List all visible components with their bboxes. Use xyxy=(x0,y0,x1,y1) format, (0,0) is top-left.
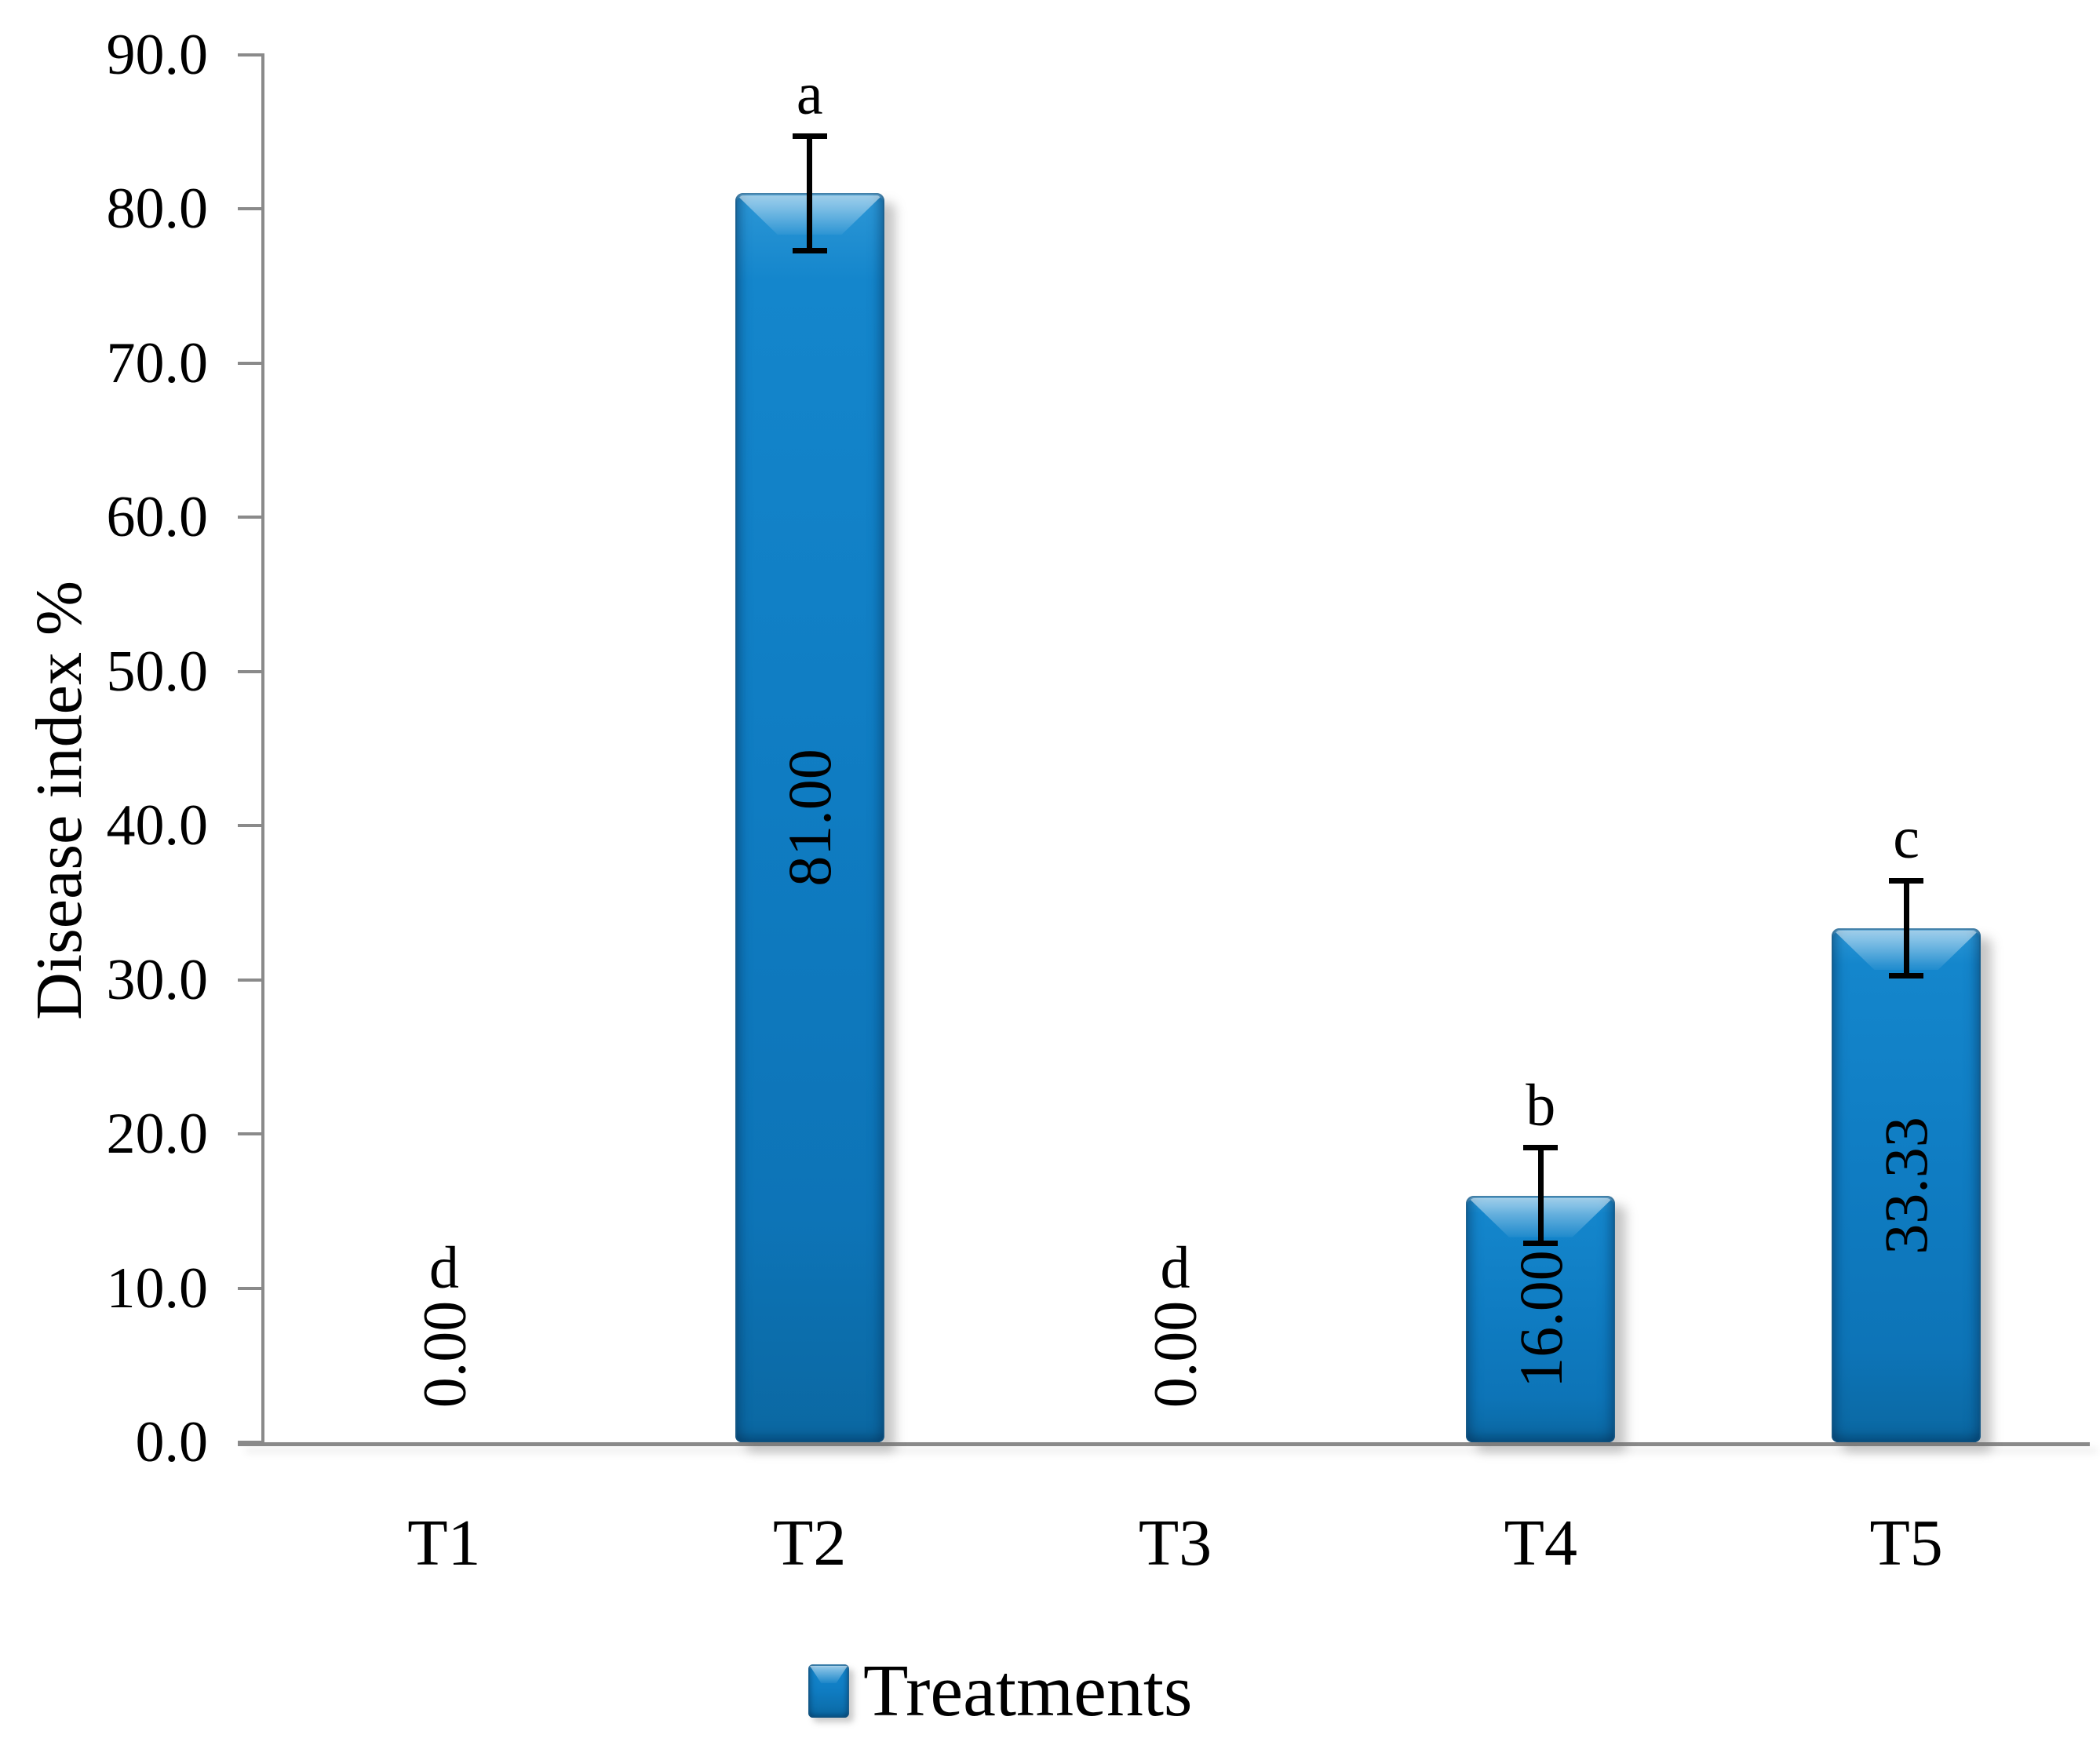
error-bar-cap-T4-bottom xyxy=(1523,1241,1559,1246)
sig-letter-T5: c xyxy=(1893,805,1920,872)
y-tick-mark-30.0 xyxy=(238,978,261,982)
legend: Treatments xyxy=(808,1654,1193,1728)
y-tick-label-80.0: 80.0 xyxy=(106,177,209,241)
legend-marker-icon xyxy=(808,1664,849,1718)
x-axis-line xyxy=(238,1442,2090,1446)
sig-letter-T2: a xyxy=(796,60,823,127)
y-tick-mark-70.0 xyxy=(238,361,261,365)
y-tick-mark-60.0 xyxy=(238,516,261,519)
y-tick-label-30.0: 30.0 xyxy=(106,947,209,1012)
error-bar-T4 xyxy=(1537,1147,1544,1244)
y-tick-mark-0.0 xyxy=(238,1441,261,1444)
error-bar-cap-T4-top xyxy=(1523,1145,1559,1151)
error-bar-cap-T2-bottom xyxy=(792,247,827,253)
error-bar-T2 xyxy=(807,136,813,251)
y-tick-label-20.0: 20.0 xyxy=(106,1102,209,1166)
y-tick-mark-20.0 xyxy=(238,1132,261,1135)
y-tick-label-10.0: 10.0 xyxy=(106,1255,209,1321)
x-axis-label-T3: T3 xyxy=(1138,1507,1212,1580)
y-tick-mark-40.0 xyxy=(238,824,261,827)
y-tick-label-90.0: 90.0 xyxy=(106,22,209,87)
y-tick-label-0.0: 0.0 xyxy=(135,1410,209,1474)
bar-T2 xyxy=(735,193,884,1442)
error-bar-T5 xyxy=(1903,880,1909,976)
sig-letter-T1: d xyxy=(428,1235,459,1301)
legend-label: Treatments xyxy=(863,1650,1193,1732)
error-bar-cap-T5-bottom xyxy=(1889,973,1924,979)
x-axis-label-T1: T1 xyxy=(407,1507,481,1580)
y-tick-label-40.0: 40.0 xyxy=(106,793,209,858)
y-tick-mark-10.0 xyxy=(238,1286,261,1290)
y-tick-mark-80.0 xyxy=(238,207,261,210)
y-tick-mark-90.0 xyxy=(238,53,261,56)
error-bar-cap-T5-top xyxy=(1889,877,1924,884)
y-tick-label-70.0: 70.0 xyxy=(106,330,209,395)
value-label-text-T1: 0.00 xyxy=(409,1300,478,1409)
value-label-text-T3: 0.00 xyxy=(1140,1300,1209,1409)
x-axis-label-T4: T4 xyxy=(1504,1507,1577,1580)
sig-letter-T4: b xyxy=(1526,1072,1556,1139)
bar-T5 xyxy=(1832,928,1982,1442)
y-tick-mark-50.0 xyxy=(238,669,261,673)
y-tick-label-50.0: 50.0 xyxy=(106,639,209,704)
error-bar-cap-T2-top xyxy=(792,133,827,140)
x-axis-label-T2: T2 xyxy=(773,1507,847,1580)
y-axis-line xyxy=(261,53,264,1444)
sig-letter-T3: d xyxy=(1160,1235,1190,1301)
x-axis-label-T5: T5 xyxy=(1869,1507,1943,1580)
y-tick-label-60.0: 60.0 xyxy=(106,485,209,549)
